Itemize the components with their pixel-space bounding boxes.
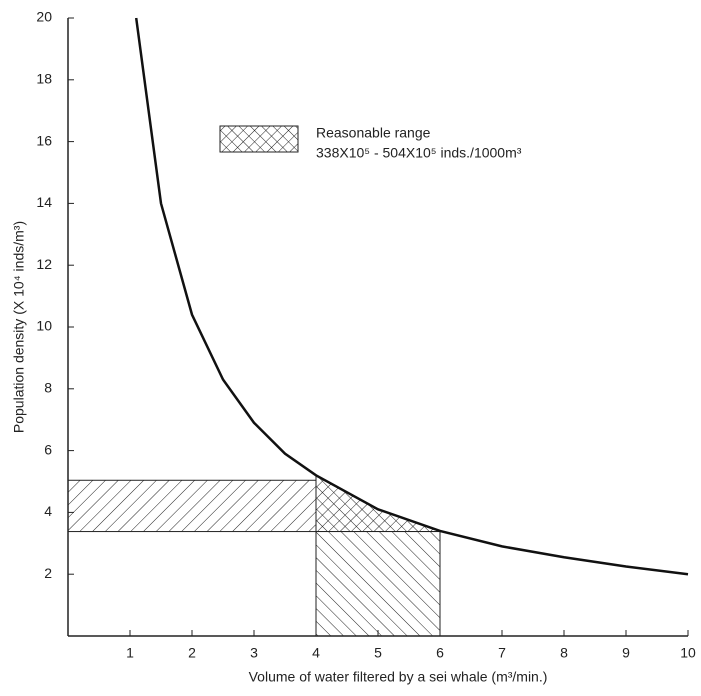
y-tick-label: 6 bbox=[44, 441, 52, 457]
x-tick-label: 5 bbox=[374, 645, 382, 661]
x-tick-label: 2 bbox=[188, 645, 196, 661]
legend-label: Reasonable range bbox=[316, 125, 431, 141]
legend-sublabel: 338X10⁵ - 504X10⁵ inds./1000m³ bbox=[316, 145, 522, 161]
y-tick-label: 12 bbox=[36, 256, 52, 272]
x-tick-label: 7 bbox=[498, 645, 506, 661]
y-tick-label: 2 bbox=[44, 565, 52, 581]
x-tick-label: 6 bbox=[436, 645, 444, 661]
range-band-x bbox=[315, 531, 441, 637]
x-axis-label: Volume of water filtered by a sei whale … bbox=[249, 669, 548, 685]
y-tick-label: 18 bbox=[36, 71, 52, 87]
x-tick-label: 1 bbox=[126, 645, 134, 661]
y-tick-label: 16 bbox=[36, 132, 52, 148]
x-tick-label: 10 bbox=[680, 645, 696, 661]
x-tick-label: 3 bbox=[250, 645, 258, 661]
x-tick-label: 8 bbox=[560, 645, 568, 661]
range-band-y bbox=[67, 479, 317, 533]
x-tick-label: 9 bbox=[622, 645, 630, 661]
y-tick-label: 20 bbox=[36, 9, 52, 25]
y-axis-label: Population density (X 10⁴ inds/m³) bbox=[11, 221, 27, 433]
y-tick-label: 8 bbox=[44, 380, 52, 396]
y-tick-label: 10 bbox=[36, 318, 52, 334]
x-tick-label: 4 bbox=[312, 645, 320, 661]
legend-swatch bbox=[219, 125, 299, 153]
range-overlap bbox=[315, 474, 441, 533]
y-tick-label: 4 bbox=[44, 503, 52, 519]
y-tick-label: 14 bbox=[36, 194, 52, 210]
curve bbox=[134, 17, 689, 576]
